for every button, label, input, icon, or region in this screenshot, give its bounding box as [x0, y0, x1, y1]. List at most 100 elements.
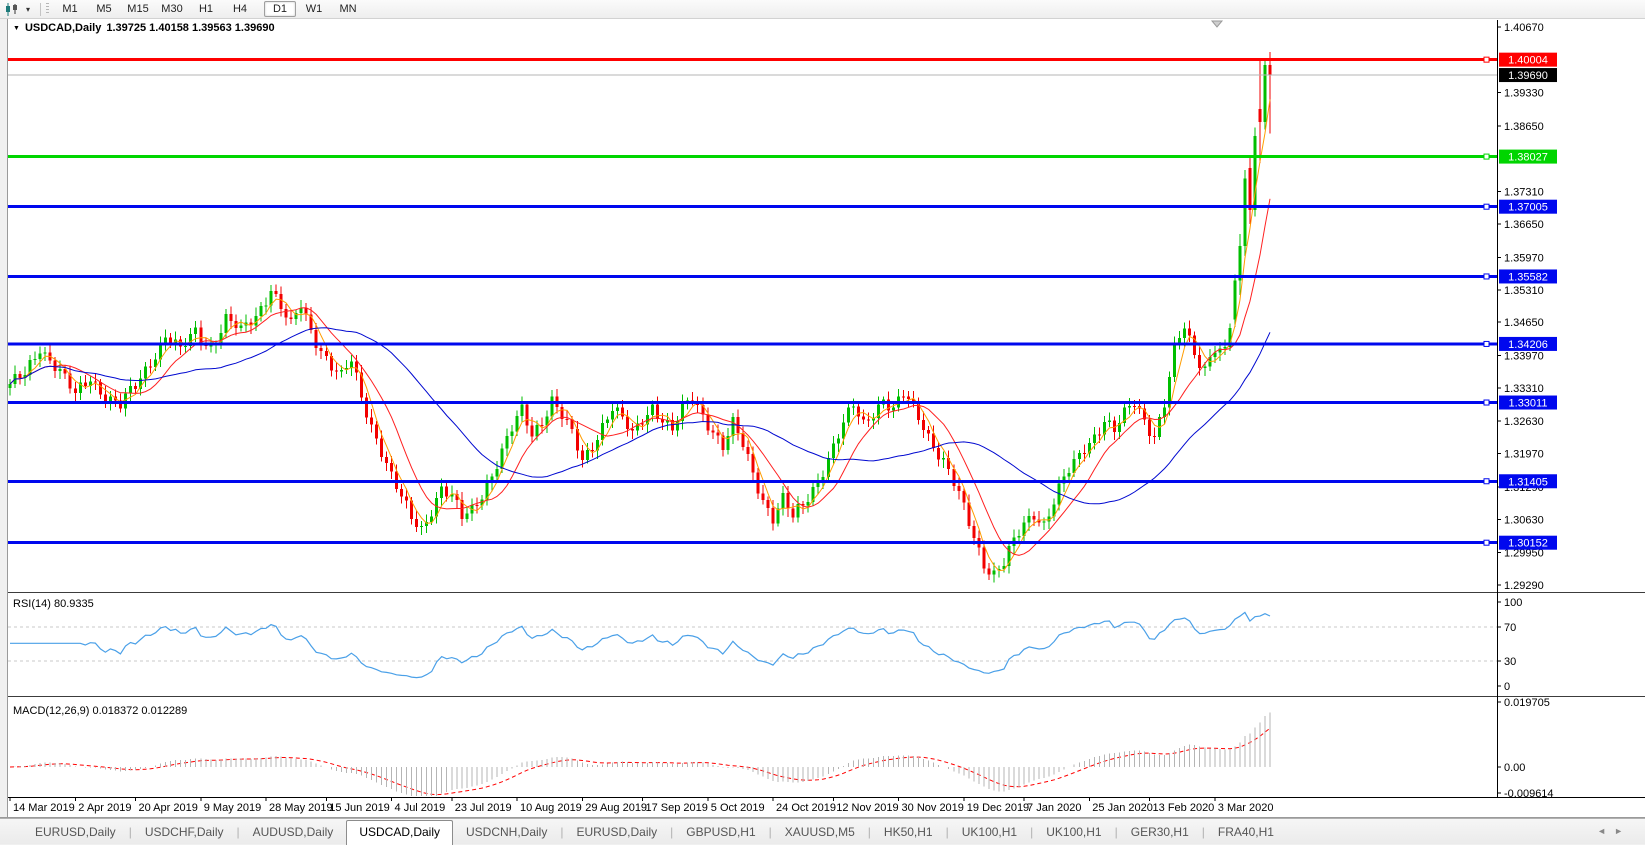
level-price-badge: 1.37005 [1499, 199, 1557, 214]
chart-tab-ger30-h1[interactable]: GER30,H1 [1130, 825, 1189, 839]
price-tick-label: 1.32630 [1504, 416, 1544, 428]
date-axis-label: 12 Nov 2019 [836, 802, 898, 814]
date-axis-label: 10 Aug 2019 [520, 802, 582, 814]
tab-separator: | [768, 825, 772, 839]
price-tick-label: 1.34650 [1504, 317, 1544, 329]
tab-scroll-right-icon[interactable]: ► [1614, 826, 1631, 836]
chart-tab-fra40-h1[interactable]: FRA40,H1 [1217, 825, 1274, 839]
timeframe-button-h1[interactable]: H1 [198, 3, 214, 15]
chart-title: ▼ USDCAD,Daily 1.39725 1.40158 1.39563 1… [13, 22, 275, 34]
chart-tab-eurusd-daily[interactable]: EURUSD,Daily [576, 825, 658, 839]
date-axis-label: 29 Aug 2019 [585, 802, 647, 814]
level-price-badge-text: 1.38027 [1508, 152, 1548, 164]
price-tick-label: 1.39330 [1504, 88, 1544, 100]
chart-tab-usdcnh-daily[interactable]: USDCNH,Daily [466, 825, 548, 839]
tab-separator: | [236, 825, 240, 839]
hline-handle[interactable] [1483, 539, 1490, 546]
dropdown-triangle-icon[interactable]: ▼ [13, 24, 20, 32]
chart-tab-xauusd-m5[interactable]: XAUUSD,M5 [784, 825, 855, 839]
tab-separator: | [670, 825, 674, 839]
ma-mid-line [9, 198, 1271, 556]
date-axis-label: 17 Sep 2019 [646, 802, 708, 814]
price-tick-label: 1.35310 [1504, 285, 1544, 297]
price-tick-label: 1.40670 [1504, 22, 1544, 34]
price-tick-label: 1.37310 [1504, 187, 1544, 199]
timeframe-button-m1[interactable]: M1 [62, 3, 78, 15]
rsi-tick-label: 30 [1504, 656, 1516, 668]
tab-separator: | [1030, 825, 1034, 839]
date-axis-label: 20 Apr 2019 [139, 802, 198, 814]
chart-tab-eurusd-daily[interactable]: EURUSD,Daily [35, 825, 116, 839]
price-tick-label: 1.29290 [1504, 580, 1544, 592]
rsi-tick-label: 0 [1504, 681, 1510, 693]
chart-shift-marker[interactable] [1210, 20, 1224, 28]
level-price-badge: 1.35582 [1499, 269, 1557, 284]
level-price-badge: 1.30152 [1499, 535, 1557, 550]
level-price-badge-text: 1.40004 [1508, 55, 1548, 67]
tab-separator: | [1114, 825, 1118, 839]
chart-window-frame [0, 18, 1645, 818]
timeframe-button-m30[interactable]: M30 [161, 3, 183, 15]
level-price-badge-text: 1.35582 [1508, 271, 1548, 283]
level-price-badge: 1.31405 [1499, 474, 1557, 489]
chart-canvas: 1.40670 1.39330 1.38650 1.37310 1.36650 1.359… [0, 18, 1645, 818]
level-price-badge: 1.34206 [1499, 336, 1557, 351]
toolbar-grip-handle[interactable] [46, 3, 49, 15]
rsi-line [10, 611, 1271, 679]
date-axis-label: 13 Feb 2020 [1153, 802, 1215, 814]
date-axis-label: 5 Oct 2019 [711, 802, 765, 814]
timeframe-button-mn[interactable]: MN [339, 3, 357, 15]
hline-handle[interactable] [1483, 56, 1490, 63]
date-axis: 14 Mar 2019 2 Apr 2019 20 Apr 2019 9 May 20… [9, 798, 1273, 814]
hline-handle[interactable] [1483, 399, 1490, 406]
date-axis-label: 30 Nov 2019 [902, 802, 964, 814]
chart-tab-uk100-h1[interactable]: UK100,H1 [1046, 825, 1102, 839]
date-axis-label: 4 Jul 2019 [395, 802, 446, 814]
date-axis-label: 14 Mar 2019 [13, 802, 75, 814]
date-axis-label: 15 Jun 2019 [329, 802, 390, 814]
date-axis-label: 9 May 2019 [204, 802, 261, 814]
level-price-badge: 1.33011 [1499, 395, 1557, 410]
level-price-badge-text: 1.34206 [1508, 339, 1548, 351]
date-axis-label: 2 Apr 2019 [78, 802, 131, 814]
hline-handle[interactable] [1483, 478, 1490, 485]
chevron-down-icon[interactable]: ▾ [25, 4, 30, 14]
macd-signal-line [9, 727, 1271, 796]
timeframe-button-group: M1 M5 M15 M30 H1 H4 D1 W1 MN [53, 1, 371, 17]
current-price-badge-text: 1.39690 [1508, 70, 1548, 82]
date-axis-label: 25 Jan 2020 [1092, 802, 1153, 814]
hline-handle[interactable] [1483, 153, 1490, 160]
hline-handle[interactable] [1483, 340, 1490, 347]
chart-tab-usdcad-daily[interactable]: USDCAD,Daily [346, 820, 453, 845]
macd-indicator-label: MACD(12,26,9) 0.018372 0.012289 [13, 705, 188, 717]
price-tick-label: 1.31970 [1504, 449, 1544, 461]
current-price-badge: 1.39690 [1499, 68, 1557, 83]
chart-tab-hk50-h1[interactable]: HK50,H1 [883, 825, 933, 839]
chart-tab-uk100-h1[interactable]: UK100,H1 [961, 825, 1018, 839]
price-tick-label: 1.38650 [1504, 121, 1544, 133]
macd-pane: 0.019705 0.00 -0.009614 [9, 697, 1554, 800]
price-tick-label: 1.33310 [1504, 383, 1544, 395]
tab-separator: | [1201, 825, 1205, 839]
timeframe-button-w1[interactable]: W1 [305, 3, 323, 15]
hline-handle[interactable] [1483, 273, 1490, 280]
date-axis-label: 19 Dec 2019 [967, 802, 1029, 814]
rsi-tick-label: 100 [1504, 597, 1522, 609]
timeframe-button-m15[interactable]: M15 [127, 3, 149, 15]
chart-tab-usdchf-daily[interactable]: USDCHF,Daily [144, 825, 224, 839]
tab-scroll-left-icon[interactable]: ◄ [1597, 826, 1615, 836]
toolbar-separator [40, 2, 41, 16]
date-axis-label: 23 Jul 2019 [455, 802, 512, 814]
hline-handle[interactable] [1483, 203, 1490, 210]
chart-tab-audusd-daily[interactable]: AUDUSD,Daily [252, 825, 334, 839]
support-resistance-lines [8, 56, 1497, 546]
date-axis-label: 28 May 2019 [269, 802, 333, 814]
timeframe-button-h4[interactable]: H4 [232, 3, 248, 15]
chart-tab-gbpusd-h1[interactable]: GBPUSD,H1 [686, 825, 756, 839]
macd-tick-label: 0.00 [1504, 762, 1525, 774]
timeframe-button-d1[interactable]: D1 [264, 1, 296, 17]
timeframe-button-m5[interactable]: M5 [96, 3, 112, 15]
chart-ohlc-values: 1.39725 1.40158 1.39563 1.39690 [106, 22, 275, 34]
level-price-badge-text: 1.31405 [1508, 476, 1548, 488]
chart-symbols-icon[interactable] [3, 2, 23, 16]
